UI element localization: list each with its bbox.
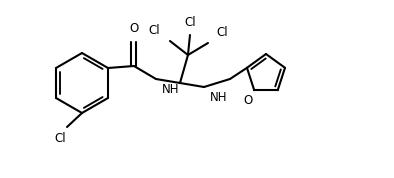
Text: NH: NH [210, 91, 227, 104]
Text: Cl: Cl [54, 132, 66, 145]
Text: NH: NH [162, 83, 180, 96]
Text: O: O [243, 94, 253, 107]
Text: Cl: Cl [216, 26, 228, 39]
Text: Cl: Cl [184, 16, 196, 29]
Text: Cl: Cl [149, 24, 160, 37]
Text: O: O [129, 22, 139, 35]
